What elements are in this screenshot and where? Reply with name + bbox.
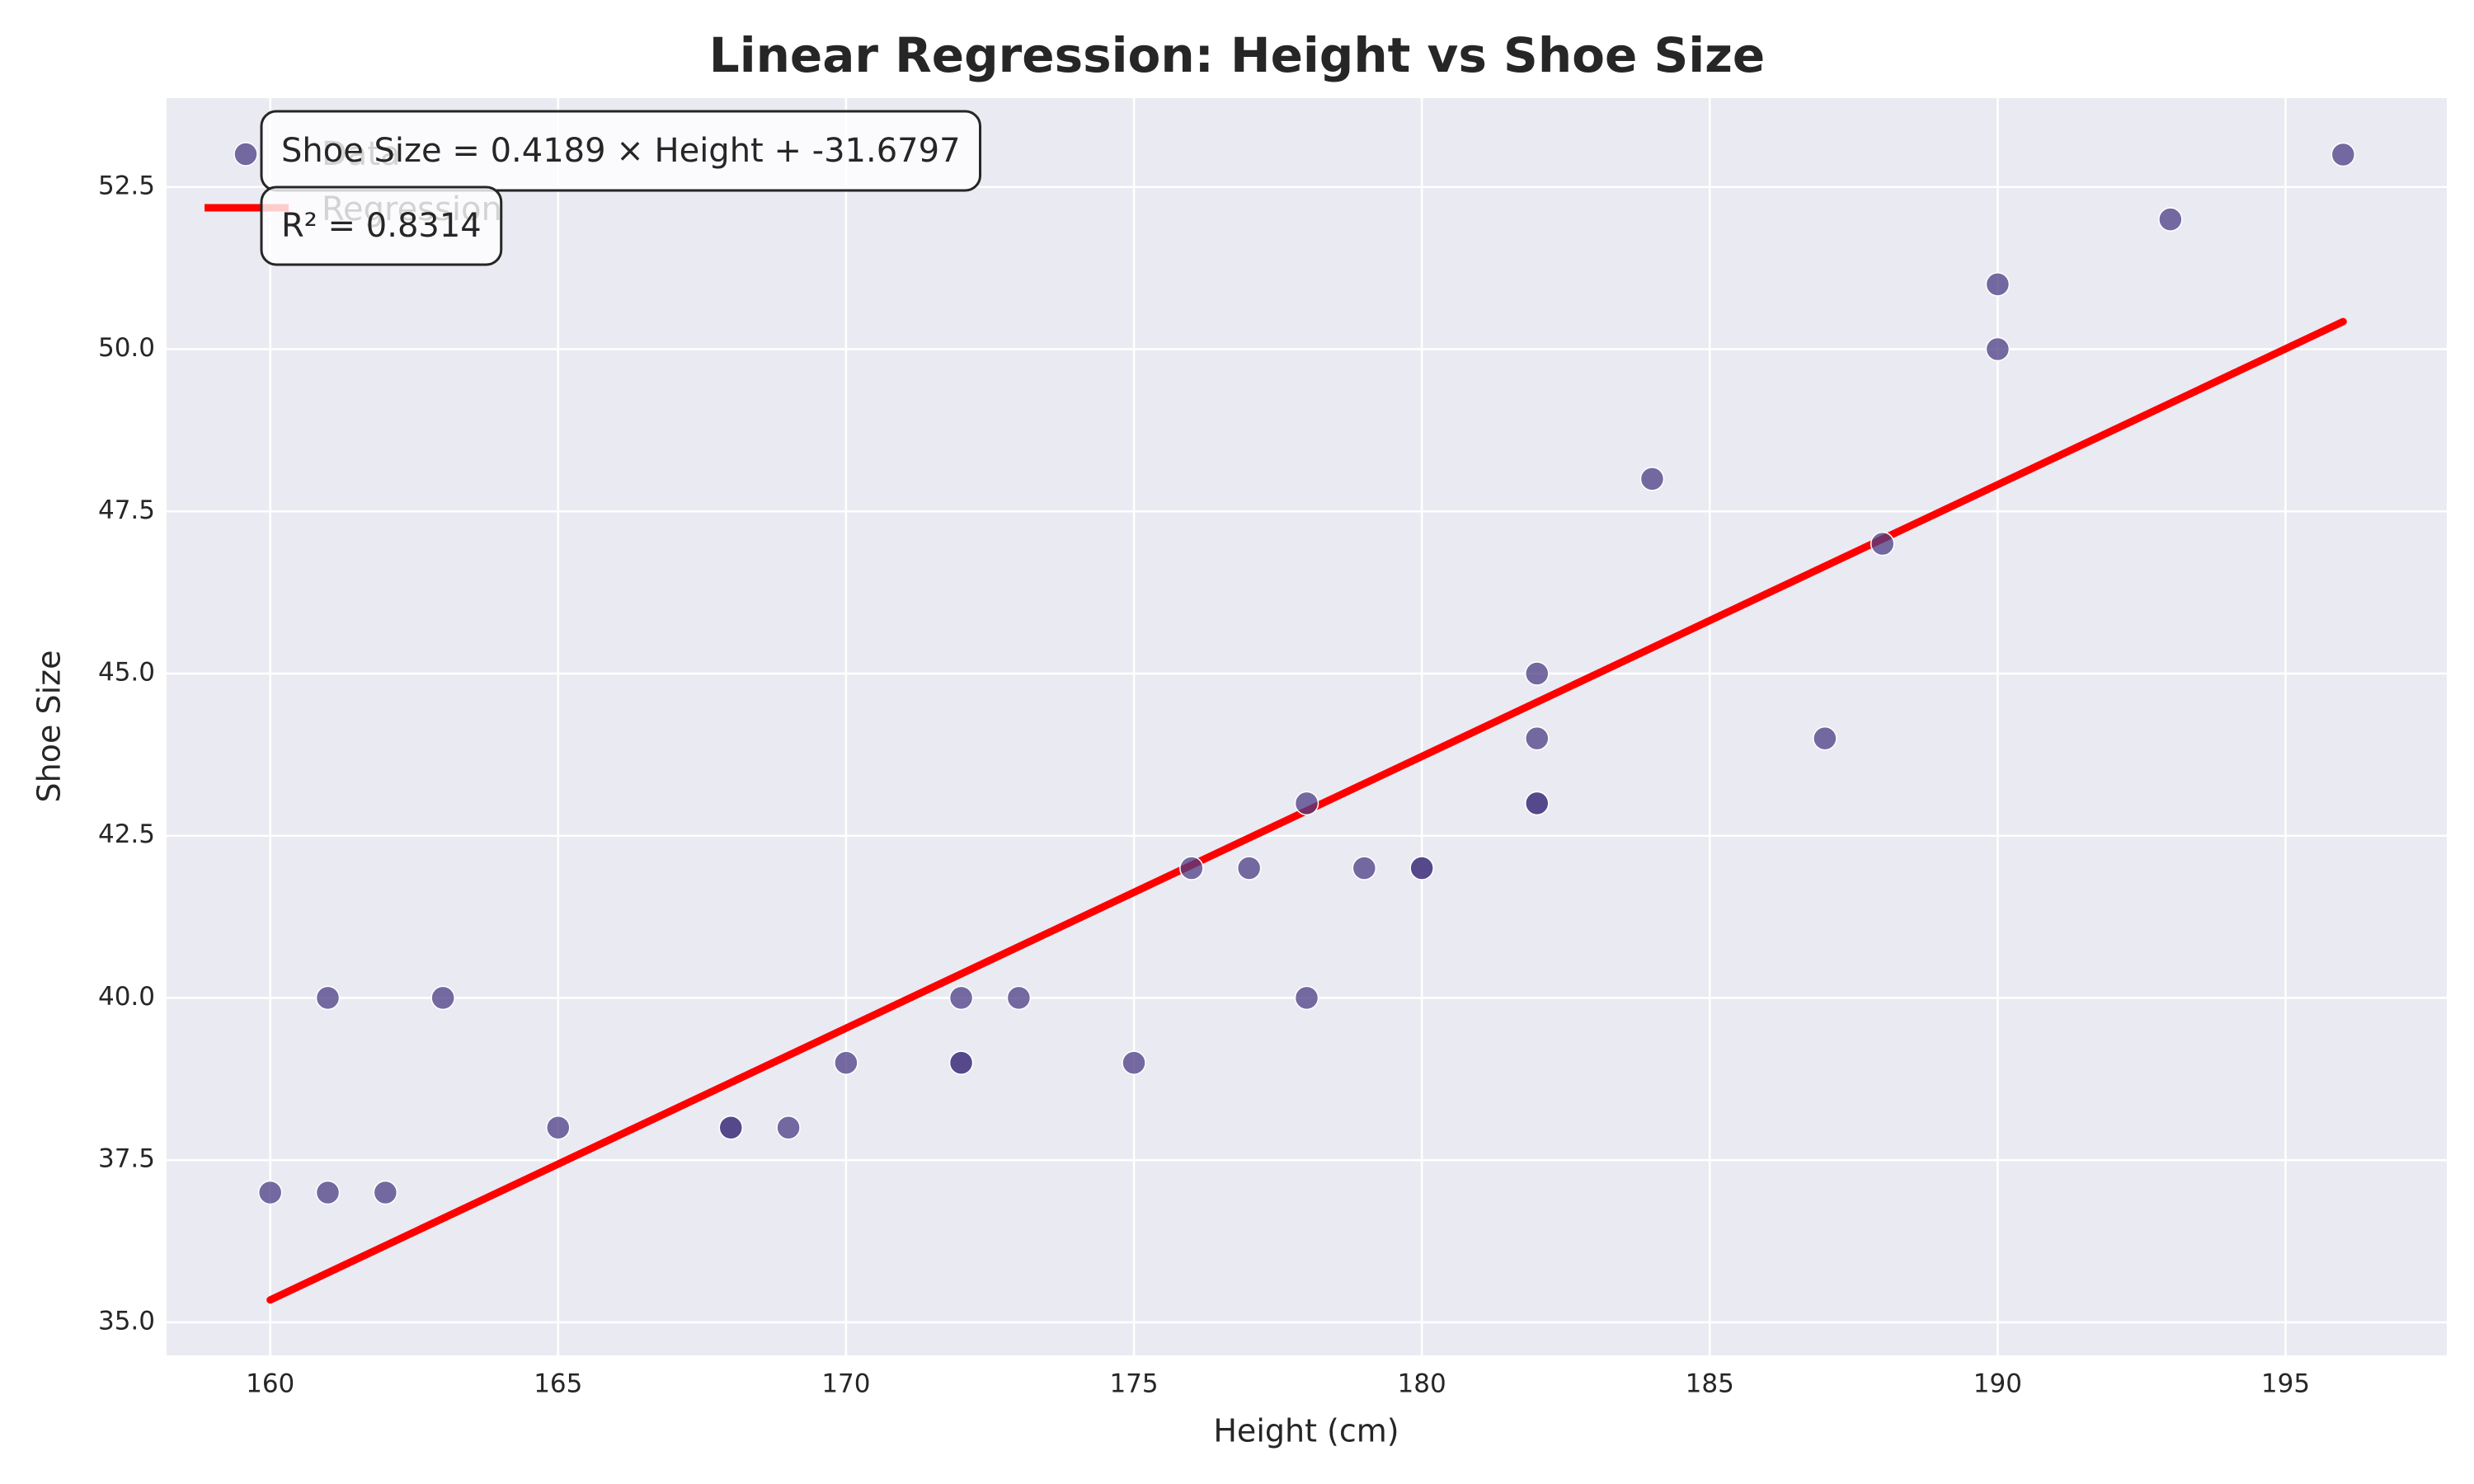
legend-marker [233, 142, 258, 167]
data-point [373, 1180, 398, 1205]
y-tick-label: 47.5 [98, 495, 155, 525]
data-point [834, 1050, 858, 1075]
annotation-box [260, 110, 982, 192]
annotation-box [260, 186, 503, 266]
y-tick-label: 40.0 [98, 982, 155, 1012]
x-tick-label: 175 [1109, 1369, 1158, 1399]
data-point [430, 985, 455, 1011]
data-point [1985, 272, 2011, 297]
annotation: R² = 0.8314 [281, 207, 482, 245]
y-tick-label: 50.0 [98, 333, 155, 363]
data-point [1985, 336, 2011, 362]
x-tick-label: 170 [821, 1369, 870, 1399]
data-point [1525, 726, 1550, 751]
x-tick-label: 190 [1973, 1369, 2022, 1399]
data-point [948, 985, 974, 1011]
x-tick-label: 195 [2261, 1369, 2310, 1399]
y-axis-label: Shoe Size [31, 650, 68, 803]
data-point [1813, 726, 1837, 751]
plot-area [167, 98, 2447, 1355]
data-point [1179, 856, 1204, 881]
y-tick-label: 35.0 [98, 1306, 155, 1336]
data-point [1639, 467, 1665, 491]
data-point [1294, 985, 1319, 1011]
data-point [546, 1115, 571, 1140]
data-point [718, 1115, 744, 1140]
data-point [1870, 531, 1895, 556]
y-tick-label: 52.5 [98, 171, 155, 200]
chart-title: Linear Regression: Height vs Shoe Size [709, 27, 1766, 83]
x-tick-label: 185 [1686, 1369, 1734, 1399]
data-point [1236, 856, 1262, 881]
data-point [1294, 791, 1319, 816]
data-point [315, 985, 341, 1011]
y-tick-label: 37.5 [98, 1144, 155, 1174]
data-point [1122, 1050, 1146, 1075]
x-tick-label: 160 [246, 1369, 294, 1399]
data-point [2158, 207, 2183, 232]
data-point [1525, 791, 1550, 816]
annotation: Shoe Size = 0.4189 × Height + -31.6797 [281, 132, 961, 170]
data-point [1352, 856, 1377, 881]
data-point [2331, 142, 2356, 167]
data-point [1525, 661, 1550, 686]
data-point [315, 1180, 341, 1205]
data-point [776, 1115, 801, 1140]
x-tick-label: 180 [1398, 1369, 1446, 1399]
data-point [948, 1050, 974, 1075]
y-tick-label: 42.5 [98, 819, 155, 849]
x-tick-label: 165 [534, 1369, 582, 1399]
data-point [257, 1180, 283, 1205]
data-point [1006, 985, 1032, 1011]
y-tick-label: 45.0 [98, 657, 155, 687]
data-point [1409, 856, 1434, 881]
x-axis-label: Height (cm) [1213, 1413, 1399, 1449]
